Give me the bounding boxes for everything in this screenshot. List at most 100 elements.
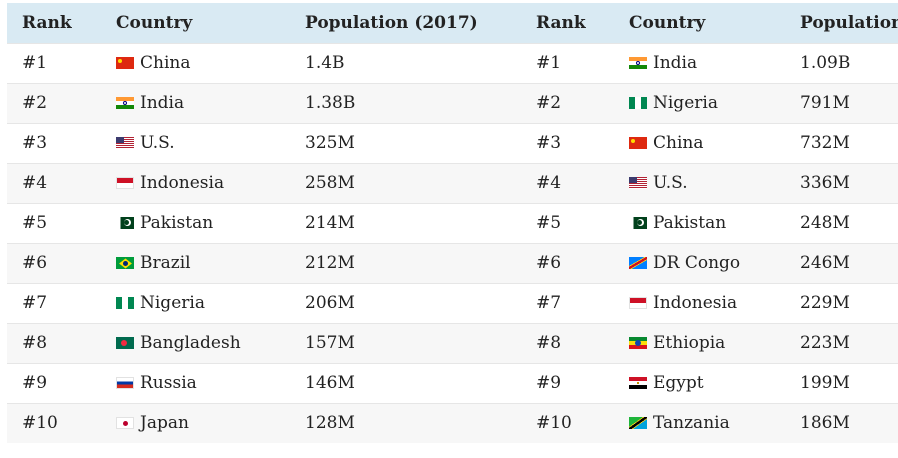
country-projected-cell: DR Congo [629,242,800,283]
population-2017: 214M [305,213,355,233]
rank-projected-cell: #2 [536,82,629,123]
population-projected: 229M [800,293,850,313]
rank-projected-cell: #5 [536,202,629,243]
table-row: #4 Indonesia 258M #4 U.S. 336M [7,162,898,203]
population-projected-cell: 336M [800,162,898,203]
drcongo-flag-icon [629,257,647,269]
rank-projected-cell: #4 [536,162,629,203]
country-2017-cell: Bangladesh [116,322,305,363]
population-2017: 206M [305,293,355,313]
rank-projected: #1 [536,53,562,73]
rank-projected: #4 [536,173,562,193]
rank-2017: #3 [22,133,48,153]
population-projected: 1.09B [800,53,851,73]
population-projected-cell: 223M [800,322,898,363]
population-projected: 186M [800,413,850,434]
country-2017-cell: U.S. [116,122,305,163]
nigeria-flag-icon [116,297,134,309]
country-2017-cell: Indonesia [116,162,305,203]
population-2017-cell: 325M [305,122,536,163]
us-flag-icon [116,137,134,149]
population-2017-cell: 1.38B [305,82,536,123]
population-2017-cell: 214M [305,202,536,243]
country-projected-cell: India [629,42,800,83]
country-2017: Pakistan [140,213,214,233]
population-projected: 732M [800,133,850,153]
country-2017: Bangladesh [140,333,241,353]
country-projected: China [653,133,704,153]
country-projected: U.S. [653,173,688,193]
header-population-2017: Population (2017) [305,12,478,33]
country-projected: Ethiopia [653,333,726,353]
population-projected-cell: 186M [800,402,898,443]
rank-2017: #10 [22,413,58,434]
population-projected: 248M [800,213,850,233]
population-projected: 223M [800,333,850,353]
rank-projected: #10 [536,413,572,434]
table-row: #1 China 1.4B #1 India 1.09B [7,42,898,83]
rank-2017: #7 [22,293,48,313]
population-2017: 1.4B [305,53,345,73]
rank-projected-cell: #9 [536,362,629,403]
country-projected: India [653,53,698,73]
rank-2017-cell: #1 [7,42,116,83]
rank-2017: #2 [22,93,48,113]
population-ranking-table: Rank Country Population (2017) Rank Coun… [7,3,898,443]
table-header-row: Rank Country Population (2017) Rank Coun… [7,3,898,43]
country-projected: Indonesia [653,293,738,313]
country-projected-cell: Ethiopia [629,322,800,363]
population-table-container: Rank Country Population (2017) Rank Coun… [7,3,898,443]
population-2017-cell: 146M [305,362,536,403]
rank-2017-cell: #2 [7,82,116,123]
country-2017: Russia [140,373,197,393]
country-2017: China [140,53,191,73]
rank-2017-cell: #10 [7,402,116,443]
rank-2017: #4 [22,173,48,193]
nigeria-flag-icon [629,97,647,109]
header-country: Country [116,12,193,33]
population-2017: 157M [305,333,355,353]
rank-projected: #3 [536,133,562,153]
rank-2017-cell: #9 [7,362,116,403]
country-projected: Pakistan [653,213,727,233]
rank-projected: #9 [536,373,562,393]
population-projected-cell: 1.09B [800,42,898,83]
country-2017-cell: India [116,82,305,123]
table-row: #5 Pakistan 214M #5 Pakistan 248M [7,202,898,243]
country-projected-cell: Indonesia [629,282,800,323]
country-2017: Brazil [140,253,191,273]
table-row: #10 Japan 128M #10 Tanzania 186M [7,402,898,443]
country-projected: Nigeria [653,93,718,113]
country-projected-cell: U.S. [629,162,800,203]
rank-projected: #2 [536,93,562,113]
pakistan-flag-icon [629,217,647,229]
population-projected-cell: 791M [800,82,898,123]
population-2017-cell: 258M [305,162,536,203]
table-row: #3 U.S. 325M #3 China 732M [7,122,898,163]
rank-2017: #6 [22,253,48,273]
population-2017: 325M [305,133,355,153]
rank-projected-cell: #8 [536,322,629,363]
pakistan-flag-icon [116,217,134,229]
rank-2017: #8 [22,333,48,353]
population-projected: 336M [800,173,850,193]
rank-2017: #9 [22,373,48,393]
population-2017-cell: 212M [305,242,536,283]
population-2017: 146M [305,373,355,393]
population-2017-cell: 1.4B [305,42,536,83]
rank-projected-cell: #10 [536,402,629,443]
bangladesh-flag-icon [116,337,134,349]
population-projected-cell: 732M [800,122,898,163]
china-flag-icon [629,137,647,149]
country-2017-cell: Nigeria [116,282,305,323]
country-projected: Egypt [653,373,704,393]
rank-2017-cell: #7 [7,282,116,323]
population-projected-cell: 246M [800,242,898,283]
egypt-flag-icon [629,377,647,389]
header-population-projected: Population [800,12,898,33]
rank-projected: #8 [536,333,562,353]
rank-projected: #6 [536,253,562,273]
population-projected-cell: 248M [800,202,898,243]
population-projected: 246M [800,253,850,273]
country-projected-cell: China [629,122,800,163]
